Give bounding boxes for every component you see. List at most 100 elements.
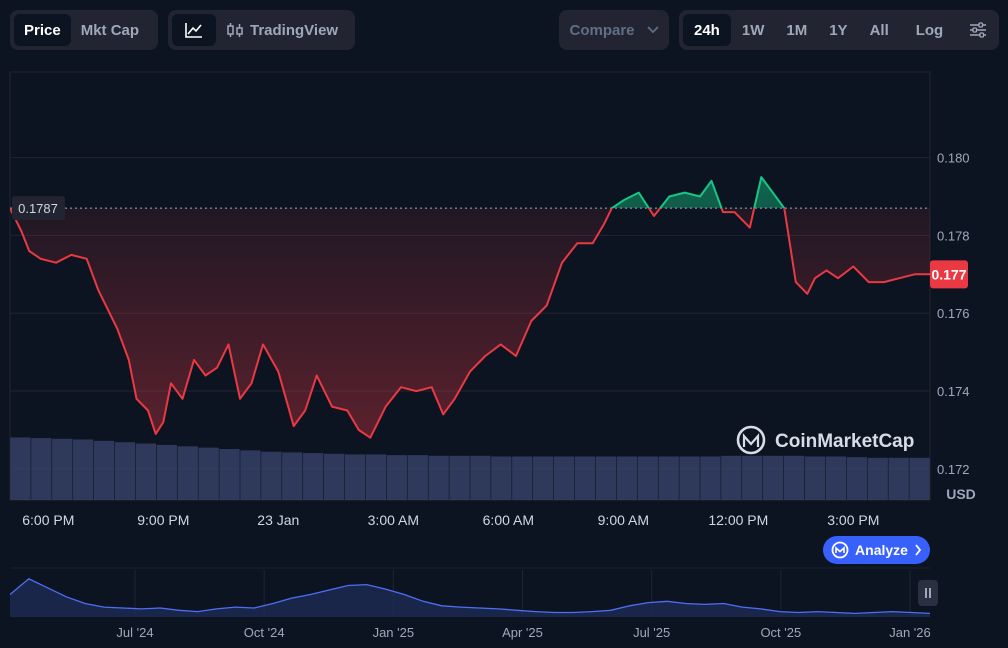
navigator-tick-label: Oct '24 [244,625,285,640]
line-chart-button[interactable] [172,14,216,46]
navigator-line [9,578,931,615]
volume-bar [637,456,658,500]
x-tick-label: 3:00 AM [368,512,419,528]
chart-type-toggle: Price Mkt Cap [10,10,158,50]
tradingview-label: TradingView [250,21,339,39]
navigator-pause-button[interactable] [918,580,938,606]
range-1y-button[interactable]: 1Y [829,21,848,39]
y-tick-label: 0.180 [937,151,970,166]
y-tick-label: 0.176 [937,306,970,321]
chevron-down-icon [646,26,659,34]
volume-bar [825,456,847,500]
x-tick-label: 9:00 PM [137,512,189,528]
volume-bar [386,455,407,500]
volume-bar [721,455,742,500]
open-price-label: 0.1787 [12,196,65,221]
y-tick-label: 0.178 [937,228,970,243]
volume-bar [198,447,219,500]
volume-bar [909,457,930,500]
tradingview-button[interactable]: TradingView [216,14,348,46]
volume-bar [679,456,700,500]
navigator-x-axis: Jul '24 Oct '24 Jan '25 Apr '25 Jul '25 Oct '… [116,625,930,640]
y-tick-label: 0.174 [937,384,970,399]
volume-bar [658,456,679,500]
range-1m-button[interactable]: 1M [786,21,808,39]
x-tick-label: 12:00 PM [708,512,768,528]
analyze-button[interactable]: Analyze [823,536,930,564]
volume-bar [10,437,31,500]
volume-bar [700,456,721,500]
volume-bar [491,456,512,500]
volume-bar [114,442,136,500]
time-range-toggle: 24h 1W 1M 1Y All Log [679,10,999,50]
volume-bars [10,437,930,500]
volume-bar [219,449,240,500]
volume-bar [804,456,826,500]
tab-price[interactable]: Price [14,14,71,46]
volume-bar [616,456,637,500]
range-all-button[interactable]: All [869,21,889,39]
settings-button[interactable] [959,14,997,46]
volume-bar [303,453,324,500]
compare-dropdown[interactable]: Compare [559,10,669,50]
chart-style-toggle: TradingView [168,10,355,50]
pause-icon [925,588,931,598]
volume-bar [282,452,303,500]
volume-bar [867,457,888,500]
volume-bar [846,457,867,500]
tab-market-cap[interactable]: Mkt Cap [80,21,140,39]
volume-bar [470,455,491,500]
y-axis: 0.172 0.174 0.176 0.178 0.180 [937,151,970,477]
currency-label: USD [946,486,976,502]
price-line [10,176,930,439]
volume-bar [888,457,909,500]
navigator-tick-label: Jul '24 [116,625,153,640]
y-tick-label: 0.172 [937,462,970,477]
navigator-grid [134,570,911,617]
volume-bar [344,454,366,500]
price-area [10,177,930,438]
svg-text:0.177: 0.177 [931,266,966,282]
volume-bar [73,439,94,500]
volume-bar [595,456,617,500]
volume-bar [533,456,554,500]
volume-bar [428,455,449,500]
analyze-label: Analyze [855,542,908,558]
price-area-down [10,208,930,438]
price-area-up [611,177,785,209]
navigator-tick-label: Jan '26 [889,625,931,640]
compare-label: Compare [569,21,635,39]
watermark-text: CoinMarketCap [775,431,914,452]
volume-bar [512,456,533,500]
cmc-logo-icon [831,541,849,559]
x-tick-label: 9:00 AM [598,512,649,528]
svg-text:0.1787: 0.1787 [18,201,58,216]
volume-bar [93,440,115,500]
navigator-tick-label: Jan '25 [373,625,415,640]
current-price-badge: 0.177 [930,260,968,289]
volume-bar [177,446,198,500]
volume-bar [261,451,282,500]
x-tick-label: 6:00 PM [22,512,74,528]
line-chart-icon [185,23,202,38]
plot-frame [9,71,931,501]
volume-bar [240,450,261,500]
volume-bar [52,438,73,500]
range-1w-button[interactable]: 1W [741,21,765,39]
candlestick-icon [227,23,243,37]
price-line-down [10,208,930,439]
range-24h-button[interactable]: 24h [683,14,731,46]
chevron-right-icon [915,544,922,556]
volume-bar [31,438,52,500]
x-tick-label: 3:00 PM [827,512,879,528]
x-tick-label: 23 Jan [257,512,299,528]
volume-bar [449,455,470,500]
volume-bar [323,453,345,500]
navigator-chart[interactable] [9,578,931,617]
log-scale-button[interactable]: Log [915,21,944,39]
volume-bar [365,454,387,500]
volume-bar [763,455,784,500]
navigator-tick-label: Apr '25 [502,625,543,640]
volume-bar [742,455,763,500]
volume-bar [407,455,428,500]
